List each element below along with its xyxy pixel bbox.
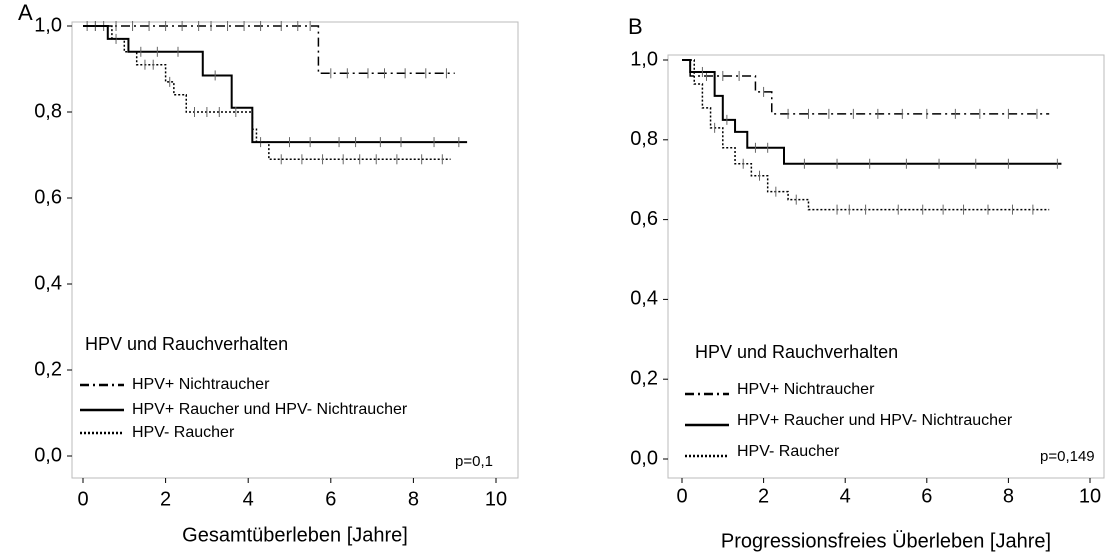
y-tick-label: 0,6: [630, 208, 658, 230]
plot-frame: [71, 21, 519, 479]
survival-line: [682, 59, 1050, 115]
y-tick-label: 0,6: [34, 186, 62, 208]
legend-label: HPV+ Nichtraucher: [737, 381, 875, 398]
x-tick-label: 10: [1079, 485, 1101, 507]
plot-frame: [667, 54, 1105, 479]
p-value: p=0,1: [455, 453, 493, 470]
x-axis-label: Gesamtüberleben [Jahre]: [182, 524, 408, 546]
y-tick-label: 0,4: [34, 272, 62, 294]
x-tick-label: 8: [408, 488, 419, 510]
survival-line: [83, 25, 455, 75]
y-tick-label: 0,0: [34, 444, 62, 466]
x-tick-label: 6: [325, 488, 336, 510]
panel-label: A: [18, 0, 33, 25]
legend-label: HPV- Raucher: [737, 443, 840, 460]
survival-line: [83, 25, 451, 161]
y-tick-label: 0,4: [630, 288, 658, 310]
x-tick-label: 2: [758, 485, 769, 507]
y-tick-label: 0,8: [630, 128, 658, 150]
x-tick-label: 8: [1003, 485, 1014, 507]
x-tick-label: 10: [485, 488, 507, 510]
legend-label: HPV+ Nichtraucher: [132, 376, 270, 393]
y-tick-label: 0,0: [630, 447, 658, 469]
y-tick-label: 0,8: [34, 100, 62, 122]
y-tick-label: 0,2: [34, 358, 62, 380]
x-tick-label: 0: [77, 488, 88, 510]
y-tick-label: 1,0: [34, 14, 62, 36]
x-tick-label: 4: [243, 488, 254, 510]
x-axis-label: Progressionsfreies Überleben [Jahre]: [721, 530, 1051, 552]
legend-label: HPV+ Raucher und HPV- Nichtraucher: [132, 401, 408, 418]
panel-label: B: [628, 14, 643, 39]
x-tick-label: 4: [840, 485, 851, 507]
x-tick-label: 0: [676, 485, 687, 507]
x-tick-label: 6: [921, 485, 932, 507]
y-tick-label: 0,2: [630, 367, 658, 389]
legend-label: HPV- Raucher: [132, 424, 235, 441]
legend-title: HPV und Rauchverhalten: [695, 342, 898, 362]
survival-line: [83, 25, 468, 144]
legend-label: HPV+ Raucher und HPV- Nichtraucher: [737, 412, 1013, 429]
y-tick-label: 1,0: [630, 48, 658, 70]
p-value: p=0,149: [1040, 448, 1095, 465]
x-tick-label: 2: [160, 488, 171, 510]
legend-title: HPV und Rauchverhalten: [85, 334, 288, 354]
survival-line: [682, 59, 1050, 211]
